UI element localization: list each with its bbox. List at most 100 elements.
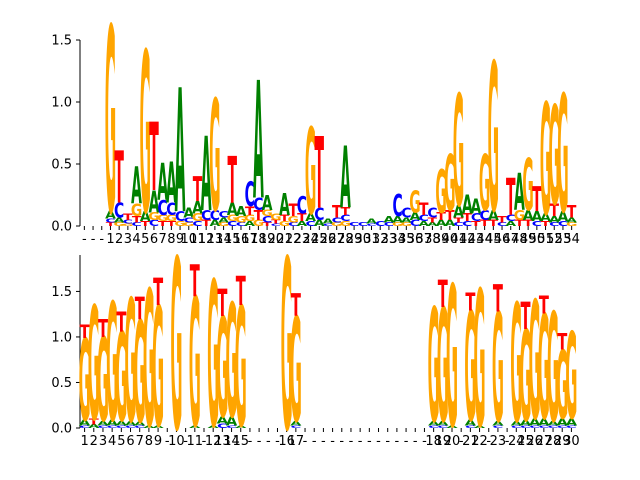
logo-letter-T: T [465,287,475,316]
logo-letter-C: C [549,222,560,228]
logo-letter-C: C [558,220,568,228]
logo-letter-A: A [474,425,486,430]
logo-letter-C: C [511,425,522,430]
x-tick-label: 33 [381,232,398,247]
logo-letter-T: T [497,214,507,224]
logo-letter-C: C [192,220,202,228]
logo-letter-C: C [375,220,385,228]
logo-letter-C: C [462,220,472,228]
y-tick-label: 1.5 [51,34,72,49]
logo-letter-T: T [193,171,203,210]
logo-letter-C: C [538,425,549,430]
x-tick-label: 18 [425,434,442,449]
logo-letter-A: A [446,425,458,430]
logo-letter-T: T [454,216,464,224]
logo-letter-A: A [418,220,429,228]
logo-letter-G: G [519,305,531,450]
logo-letter-G: G [444,139,455,228]
x-tick-label: - [367,434,372,449]
logo-letter-G: G [409,184,420,220]
logo-letter-C: C [548,425,559,430]
logo-letter-C: C [227,220,237,228]
x-tick-label: 34 [389,232,406,247]
x-tick-label: 36 [407,232,424,247]
logo-letter-A: A [140,209,151,225]
logo-letter-A: A [514,162,525,222]
logo-letter-A: A [262,192,273,215]
x-tick-label: 21 [462,434,479,449]
x-tick-label: - [82,232,87,247]
y-tick-label: 1.0 [51,96,72,111]
logo-letter-T: T [245,205,255,219]
logo-letter-G: G [253,218,264,228]
logo-letter-A: A [427,222,439,228]
x-tick-label: 14 [223,434,240,449]
logo-letter-T: T [291,287,301,324]
logo-letter-T: T [332,202,342,222]
logo-letter-G: G [189,260,201,467]
logo-letter-A: A [437,420,449,427]
logo-letter-A: A [340,131,351,229]
logo-letter-G: G [235,214,246,224]
logo-letter-G: G [115,307,127,450]
x-tick-label: 23 [294,232,311,247]
logo-letter-A: A [505,220,516,228]
logo-letter-C: C [166,200,176,220]
x-tick-label: 15 [232,434,249,449]
logo-letter-T: T [489,218,499,228]
logo-letter-C: C [410,218,420,228]
x-tick-label: - [303,434,308,449]
logo-letter-T: T [89,417,99,426]
x-tick-label: 11 [187,434,204,449]
x-tick-label: - [486,434,491,449]
logo-letter-A: A [538,416,550,428]
x-tick-label: - [248,434,253,449]
logo-letter-A: A [253,50,264,237]
logo-letter-A: A [511,420,523,427]
logo-letter-C: C [471,212,481,224]
logo-letter-T: T [567,202,577,222]
logo-letter-T: T [480,218,490,228]
logo-letter-A: A [166,150,177,216]
logo-letter-C: C [236,222,247,228]
x-tick-label: 24 [508,434,525,449]
x-tick-label: 7 [136,434,144,449]
x-tick-label: - [91,232,96,247]
logo-letter-G: G [435,159,446,228]
logo-letter-C: C [158,197,168,220]
logo-letter-C: C [453,222,464,228]
logo-letter-G: G [105,0,116,272]
logo-letter-A: A [218,216,229,224]
logo-letter-A: A [192,198,203,218]
logo-letter-A: A [189,425,201,430]
x-tick-label: - [385,434,390,449]
x-tick-label: 1 [106,232,114,247]
logo-letter-C: C [393,188,403,224]
logo-letter-A: A [114,216,125,224]
logo-letter-A: A [279,187,290,223]
logo-letter-T: T [341,206,351,218]
logo-letter-A: A [523,208,534,224]
logo-letter-A: A [540,212,551,224]
logo-letter-G: G [566,222,577,228]
logo-letter-A: A [116,420,128,427]
logo-letter-C: C [105,218,116,224]
logo-letter-G: G [474,253,486,470]
logo-letter-C: C [288,222,299,228]
logo-letter-T: T [515,218,525,228]
logo-letter-T: T [438,273,448,316]
x-tick-label: 19 [435,434,452,449]
logo-letter-A: A [323,217,334,225]
logo-letter-C: C [271,223,281,227]
logo-letter-C: C [184,216,194,224]
logo-letter-G: G [540,71,551,250]
x-tick-label: 12 [205,434,222,449]
logo-letter-C: C [493,425,504,430]
logo-letter-G: G [124,266,136,462]
logo-letter-G: G [113,222,124,228]
logo-letter-A: A [428,420,440,427]
logo-letter-G: G [492,283,504,458]
logo-letter-G: G [166,213,177,223]
x-tick-label: 18 [250,232,267,247]
y-tick-label: 0.0 [51,422,72,437]
